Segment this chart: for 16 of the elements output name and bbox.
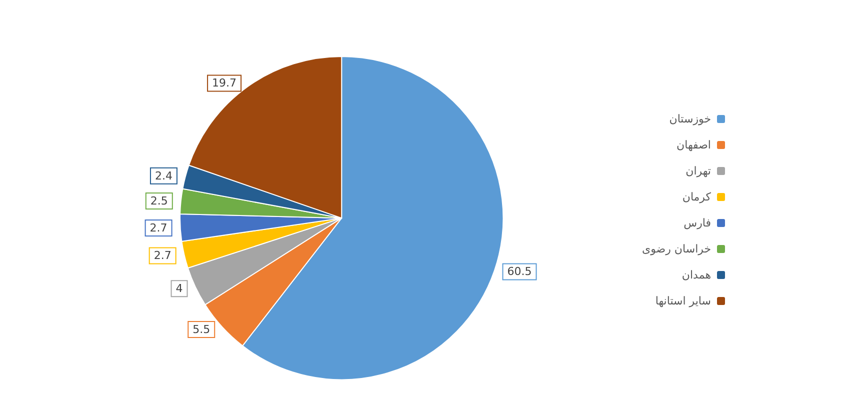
legend-label: خوزستان [669, 112, 711, 126]
data-label: 2.5 [150, 194, 168, 208]
data-label: 4 [176, 282, 183, 296]
legend-label: کرمان [682, 190, 712, 204]
data-label: 2.7 [154, 249, 172, 262]
data-label: 19.7 [212, 76, 237, 90]
data-label: 5.5 [192, 323, 210, 336]
legend-label: فارس [684, 216, 711, 230]
data-label: 2.4 [154, 169, 172, 182]
legend-label: اصفهان [676, 138, 711, 152]
legend-label: همدان [682, 268, 712, 282]
legend-label: تهران [686, 164, 711, 178]
data-label: 2.7 [150, 221, 168, 234]
legend-label: خراسان رضوی [642, 242, 711, 256]
legend-label: سایر استانها [655, 294, 711, 308]
data-label: 60.5 [507, 265, 532, 278]
